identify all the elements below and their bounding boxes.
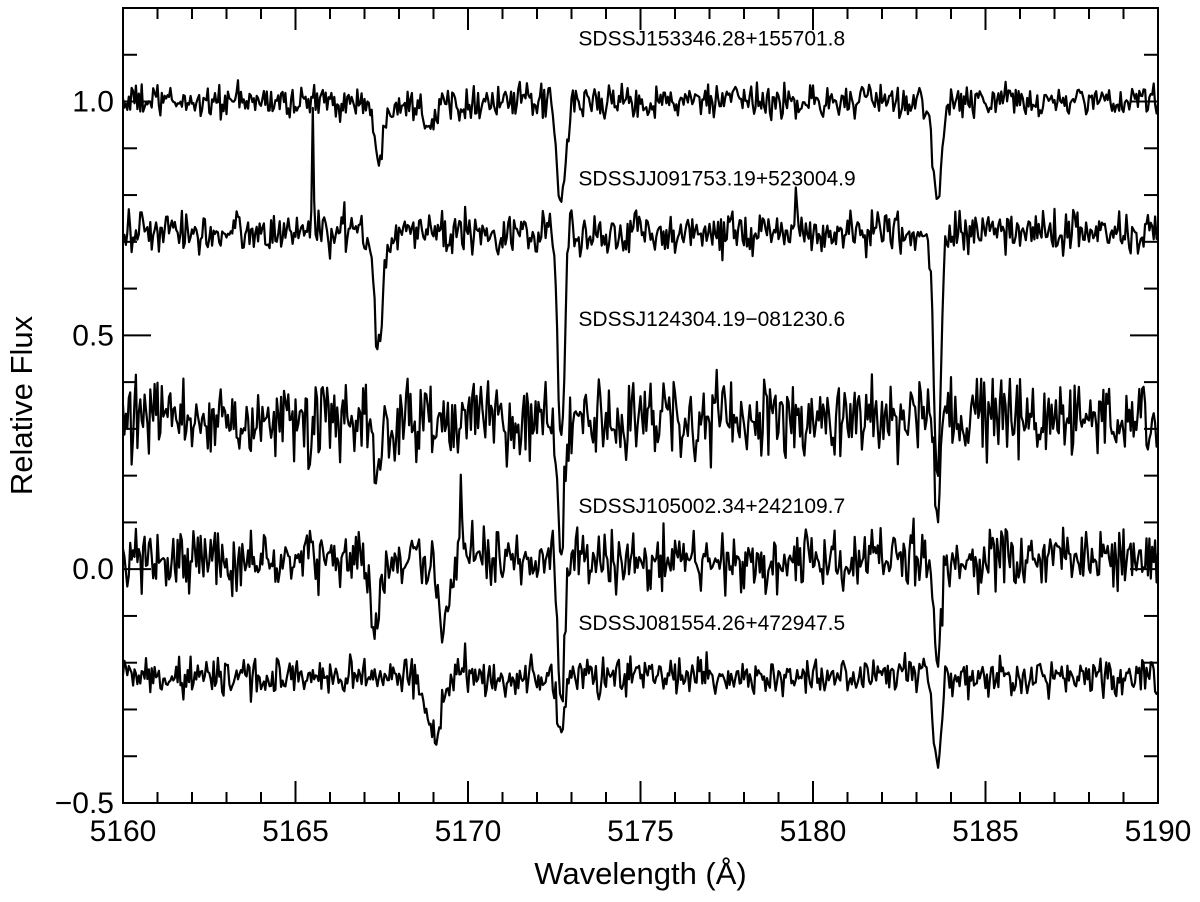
series-label: SDSSJ081554.26+472947.5 [578, 612, 845, 635]
y-tick-label: −0.5 [55, 787, 114, 820]
y-tick-label: 0.0 [72, 553, 114, 586]
y-tick-label: 0.5 [72, 319, 114, 352]
series-line [121, 106, 1159, 477]
tick-labels: 5160 5165 5170 5175 5180 5185 5190 −0.5 0.0 0.5 1.… [55, 86, 1192, 848]
x-tick-label: 5165 [262, 815, 329, 848]
y-tick-label: 1.0 [72, 86, 114, 119]
series-line [121, 368, 1159, 556]
series-label: SDSSJ153346.28+155701.8 [578, 27, 845, 50]
x-axis-title: Wavelength (Å) [534, 856, 747, 891]
plot-frame [122, 7, 1159, 804]
series-label: SDSSJJ091753.19+523004.9 [578, 168, 855, 191]
x-tick-label: 5185 [952, 815, 1019, 848]
series-line [121, 642, 1159, 769]
x-tick-label: 5190 [1125, 815, 1192, 848]
x-tick-label: 5170 [435, 815, 502, 848]
series-label: SDSSJ105002.34+242109.7 [578, 495, 845, 518]
series-label: SDSSJ124304.19−081230.6 [578, 308, 845, 331]
series-labels: SDSSJ153346.28+155701.8 SDSSJJ091753.19+5… [578, 27, 855, 635]
x-tick-label: 5180 [780, 815, 847, 848]
y-axis-title: Relative Flux [4, 315, 39, 495]
x-tick-label: 5160 [90, 815, 157, 848]
series-line [121, 79, 1160, 203]
series-line [121, 473, 1160, 703]
x-tick-label: 5175 [607, 815, 674, 848]
series-lines [121, 79, 1160, 769]
